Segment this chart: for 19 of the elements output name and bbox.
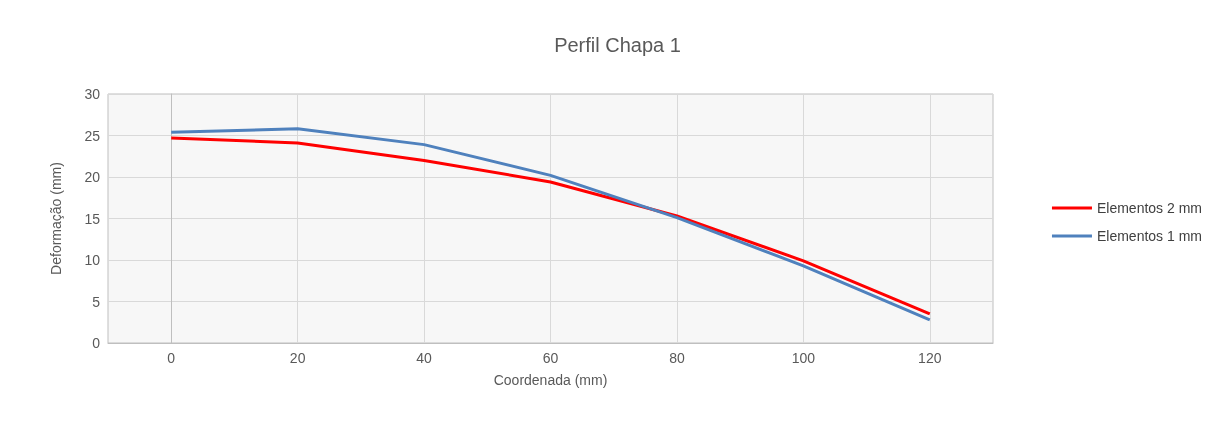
y-tick-label: 5 [92,293,101,310]
x-axis-title: Coordenada (mm) [493,372,608,388]
y-tick-label: 0 [92,335,101,351]
y-tick-label: 25 [84,127,101,144]
chart-title: Perfil Chapa 1 [554,34,681,56]
x-tick-label: 100 [791,350,816,366]
legend-label: Elementos 1 mm [1096,228,1203,244]
y-axis-title: Deformação (mm) [48,162,64,275]
x-tick-label: 20 [289,350,306,366]
x-tick-label: 0 [167,350,176,366]
x-tick-label: 60 [542,350,559,366]
x-tick-label: 80 [669,350,685,366]
y-tick-label: 10 [84,252,101,268]
x-tick-label: 40 [416,350,433,366]
x-tick-label: 120 [918,350,942,366]
y-tick-label: 15 [84,210,101,227]
legend-label: Elementos 2 mm [1096,200,1203,216]
y-tick-label: 20 [84,169,101,185]
y-tick-label: 30 [84,86,101,102]
